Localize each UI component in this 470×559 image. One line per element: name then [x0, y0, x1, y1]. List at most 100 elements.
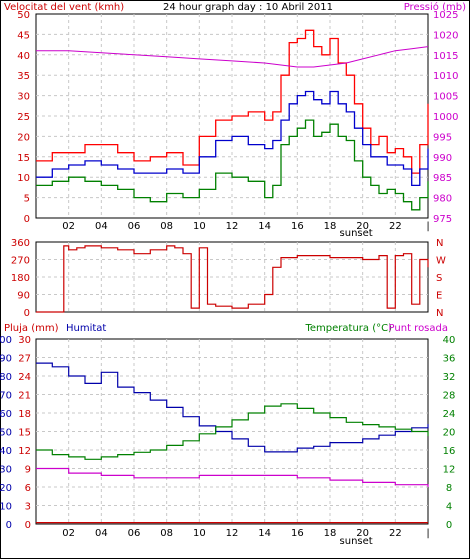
humidity-tick-label: 30	[0, 465, 12, 476]
pressure-tick-label: 1025	[433, 10, 458, 21]
wind-direction-plot-area	[35, 241, 429, 313]
pressure-tick-label: 1000	[433, 112, 458, 123]
humidity-tick-label: 80	[0, 372, 12, 383]
wind-direction-tick-label: 0	[24, 308, 30, 319]
humidity-tick-label: 40	[0, 446, 12, 457]
wind-series-1	[36, 90, 429, 187]
temperature-tick-label: 0	[446, 520, 452, 531]
wind-direction-tick-label: 90	[17, 291, 30, 302]
rain-tick-label: 12	[18, 446, 31, 457]
pressure-tick-label: 1020	[433, 30, 458, 41]
x-tick-label: 14	[258, 528, 271, 539]
wind-speed-tick-label: 30	[17, 92, 30, 103]
x-tick-label: 20	[356, 221, 369, 232]
x-tick-label: 06	[128, 528, 141, 539]
x-tick-label: 02	[62, 528, 75, 539]
wind-direction-series	[36, 245, 429, 313]
pressure-tick-label: 980	[433, 194, 452, 205]
x-tick-label: 18	[324, 528, 337, 539]
temperature-tick-label: 20	[443, 428, 456, 439]
pressure-tick-label: 985	[433, 173, 452, 184]
compass-label-n: N	[436, 308, 443, 319]
wind-direction-tick-label: 270	[11, 256, 30, 267]
humidity-tick-label: 60	[0, 409, 12, 420]
humidity-tick-label: 90	[0, 354, 12, 365]
temperature-tick-label: 36	[443, 354, 456, 365]
x-tick-label: 06	[128, 221, 141, 232]
compass-label-e: E	[436, 291, 442, 302]
rain-tick-label: 15	[18, 428, 31, 439]
rain-tick-label: 6	[25, 483, 31, 494]
x-tick-label: 08	[160, 221, 173, 232]
temperature-axis-label: Temperatura (°C)	[304, 323, 392, 334]
temperature-tick-label: 12	[443, 465, 456, 476]
wind-direction-tick-label: 360	[11, 238, 30, 249]
rain-tick-label: 18	[18, 409, 31, 420]
pressure-tick-label: 1005	[433, 92, 458, 103]
wind-series-2	[36, 119, 429, 211]
pressure-tick-label: 995	[433, 132, 452, 143]
wind-speed-tick-label: 10	[17, 173, 30, 184]
humidity-tick-label: 10	[0, 502, 12, 513]
temperature-tick-label: 8	[446, 483, 452, 494]
humidity-tick-label: 70	[0, 391, 12, 402]
x-tick-label: |	[426, 221, 429, 232]
wind-series-3	[36, 46, 429, 68]
wind-speed-tick-label: 20	[17, 132, 30, 143]
temperature-tick-label: 4	[446, 502, 452, 513]
x-tick-label: 10	[193, 221, 206, 232]
humidity-tick-label: 0	[6, 520, 12, 531]
x-tick-label: 02	[62, 221, 75, 232]
x-tick-label: 22	[389, 221, 402, 232]
compass-label-n: N	[436, 238, 443, 249]
temperature-tick-label: 28	[443, 391, 456, 402]
wind-direction-tick-label: 180	[11, 273, 30, 284]
pressure-tick-label: 990	[433, 153, 452, 164]
wind-speed-tick-label: 25	[17, 112, 30, 123]
wind-speed-tick-label: 35	[17, 71, 30, 82]
wind-speed-tick-label: 45	[17, 30, 30, 41]
x-tick-label: 16	[291, 528, 304, 539]
wind-series-0	[36, 29, 429, 174]
x-tick-label: 12	[226, 221, 239, 232]
wind-speed-axis-label: Velocitat del vent (kmh)	[4, 2, 124, 13]
sunset-label: sunset	[340, 536, 373, 547]
x-tick-label: 18	[324, 221, 337, 232]
pressure-tick-label: 975	[433, 214, 452, 225]
temperature-tick-label: 24	[443, 409, 456, 420]
rain-tick-label: 21	[18, 391, 31, 402]
temperature-tick-label: 40	[443, 335, 456, 346]
wind-speed-tick-label: 50	[17, 10, 30, 21]
compass-label-s: S	[436, 273, 442, 284]
pressure-tick-label: 1015	[433, 51, 458, 62]
x-tick-label: 08	[160, 528, 173, 539]
sunset-label: sunset	[340, 228, 373, 239]
wind-speed-tick-label: 5	[24, 194, 30, 205]
rain-axis-label: Pluja (mm)	[4, 323, 59, 334]
rain-tick-label: 27	[18, 354, 31, 365]
wind-speed-tick-label: 15	[17, 153, 30, 164]
x-tick-label: 04	[95, 528, 108, 539]
climate-series-2	[36, 467, 429, 487]
x-tick-label: 12	[226, 528, 239, 539]
x-tick-label: |	[426, 528, 429, 539]
compass-label-w: W	[436, 256, 446, 267]
temperature-tick-label: 16	[443, 446, 456, 457]
climate-series-0	[36, 362, 429, 453]
pressure-tick-label: 1010	[433, 71, 458, 82]
pressure-axis-label: Pressió (mb)	[404, 1, 466, 13]
humidity-tick-label: 100	[0, 335, 12, 346]
wind-speed-tick-label: 40	[17, 51, 30, 62]
rain-tick-label: 24	[18, 372, 31, 383]
humidity-axis-label: Humitat	[66, 323, 106, 334]
dewpoint-axis-label: Punt rosada	[389, 323, 448, 334]
humidity-tick-label: 20	[0, 483, 12, 494]
rain-tick-label: 9	[25, 465, 31, 476]
climate-series-1	[36, 403, 429, 460]
x-tick-label: 14	[258, 221, 271, 232]
wind-speed-tick-label: 0	[24, 214, 30, 225]
x-tick-label: 04	[95, 221, 108, 232]
rain-tick-label: 3	[25, 502, 31, 513]
x-tick-label: 22	[389, 528, 402, 539]
